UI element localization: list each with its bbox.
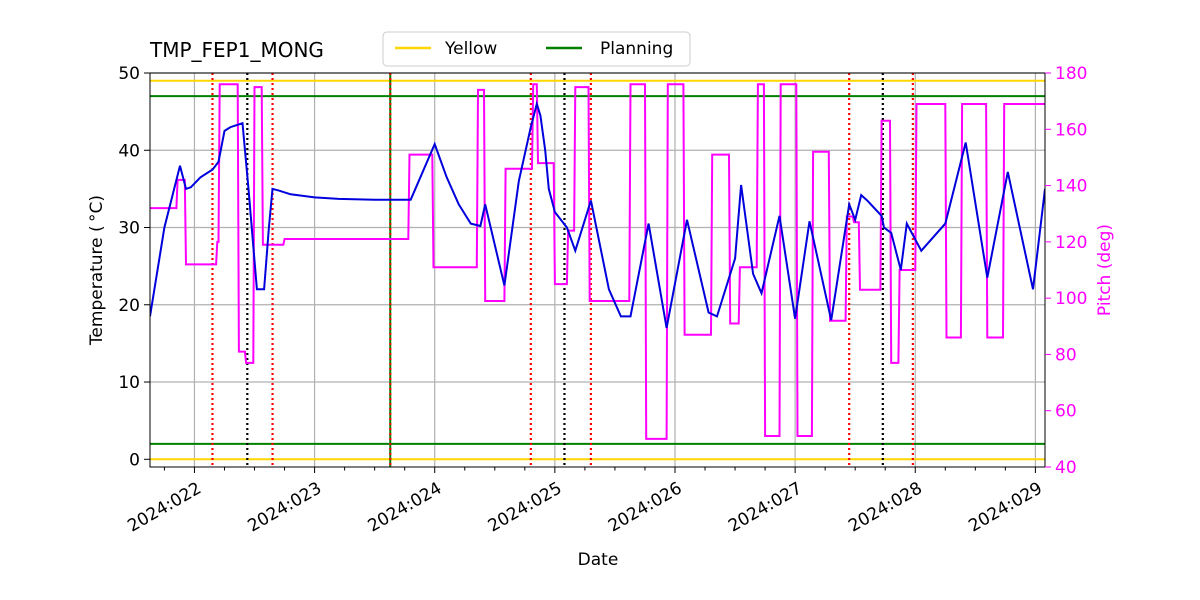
y-tick-label: 0: [129, 450, 140, 470]
legend-yellow-label: Yellow: [444, 39, 497, 59]
y2-tick-label: 180: [1055, 64, 1087, 84]
y2-tick-label: 120: [1055, 233, 1087, 253]
y2-tick-label: 60: [1055, 402, 1077, 422]
y-tick-label: 10: [118, 373, 140, 393]
plot-frame: [149, 72, 1046, 468]
chart-title: TMP_FEP1_MONG: [149, 38, 324, 62]
y-axis-ticks: 0 10 20 30 40 50: [118, 64, 150, 470]
y2-tick-label: 40: [1055, 458, 1077, 478]
y2-tick-label: 100: [1055, 289, 1087, 309]
temperature-series-line: [150, 100, 1045, 329]
legend-box: [382, 31, 691, 67]
y2-tick-label: 160: [1055, 120, 1087, 140]
y-tick-label: 20: [118, 296, 140, 316]
legend: Yellow Planning: [382, 31, 691, 67]
y-axis-label: Temperature ( °C): [87, 195, 107, 346]
y2-tick-label: 140: [1055, 177, 1087, 197]
legend-planning-label: Planning: [600, 39, 673, 59]
limit-lines: [150, 79, 1045, 461]
y-tick-label: 30: [118, 219, 140, 239]
pitch-series-line: [150, 83, 1045, 440]
y-tick-label: 50: [118, 64, 140, 84]
y2-axis-label: Pitch (deg): [1095, 224, 1115, 316]
y2-axis-ticks: 40 60 80 100 120 140 160 180: [1045, 64, 1087, 478]
y2-tick-label: 80: [1055, 345, 1077, 365]
x-axis-label: Date: [578, 550, 619, 570]
y-tick-label: 40: [118, 141, 140, 161]
